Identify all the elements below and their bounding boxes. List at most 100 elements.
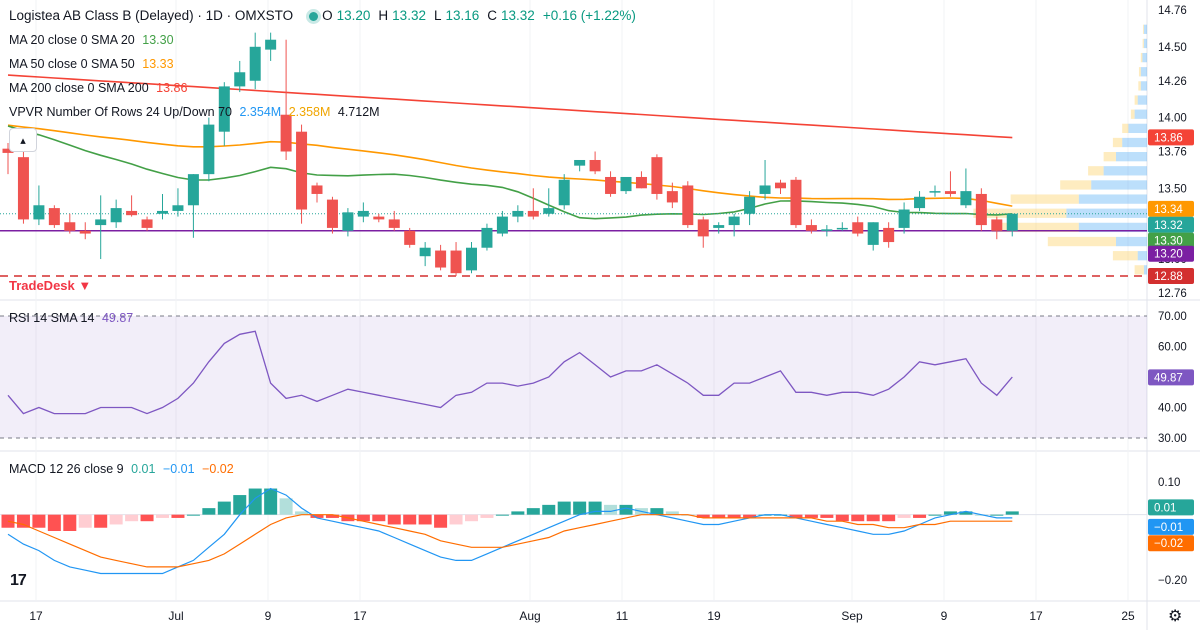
macd-histogram-bar (310, 514, 324, 518)
legend-rsi[interactable]: RSI 14 SMA 14 49.87 (9, 311, 134, 325)
macd-histogram-bar (665, 511, 679, 515)
rsi-value-label: 49.87 (1154, 372, 1183, 384)
vpvr-down-bar (973, 208, 1067, 218)
candle-body (141, 219, 153, 228)
macd-histogram-bar (171, 514, 185, 518)
vpvr-up-bar (1143, 38, 1147, 49)
ma50-price-label-bg (1148, 200, 1194, 217)
price-change: +0.16 (+1.22%) (542, 8, 636, 23)
candle-body (388, 219, 400, 228)
candle-body (157, 210, 168, 214)
vpvr-up-bar (1116, 152, 1147, 162)
tradingview-logo-icon[interactable]: 17 (10, 572, 27, 589)
vpvr-up-bar (1134, 109, 1147, 119)
candle-body (172, 205, 184, 211)
candle-body (512, 210, 524, 217)
candle-body (543, 208, 555, 214)
rsi-axis-tick: 30.00 (1158, 433, 1187, 445)
macd-histogram-bar (1005, 511, 1019, 515)
candle-body (203, 124, 215, 175)
candle-body (713, 225, 725, 228)
macd-histogram-bar (990, 514, 1004, 516)
candle-body (311, 185, 323, 194)
vpvr-up-bar (1128, 123, 1147, 134)
macd-value-label-bg (1148, 518, 1194, 535)
chevron-up-icon: ▴ (20, 134, 26, 147)
candle-body (419, 247, 431, 257)
macd-histogram-bar (882, 514, 896, 522)
macd-histogram-bar (387, 514, 401, 525)
legend-ma50[interactable]: MA 50 close 0 SMA 50 13.33 (9, 57, 174, 71)
time-axis-tick: 9 (265, 609, 272, 623)
vpvr-down-bar (1103, 152, 1116, 162)
candle-body (79, 230, 91, 234)
vpvr-up-bar (1122, 137, 1147, 148)
collapse-legend-button[interactable]: ▴ (9, 128, 37, 152)
legend-ma200[interactable]: MA 200 close 0 SMA 200 13.86 (9, 81, 188, 95)
macd-histogram-bar (94, 514, 108, 528)
last-price-label: 13.32 (1154, 220, 1183, 232)
candle-body (450, 250, 462, 274)
candle-body (759, 185, 771, 194)
macd-histogram-bar (804, 514, 818, 518)
candle-body (218, 86, 230, 132)
vpvr-down-bar (1130, 109, 1135, 119)
macd-histogram-bar (217, 501, 231, 515)
candle-body (435, 250, 447, 268)
ma20-line (7, 125, 1013, 220)
candle-body (1006, 213, 1018, 231)
candle-body (574, 159, 586, 166)
time-axis-tick: 17 (29, 609, 43, 623)
signal-value-label-bg (1148, 535, 1194, 552)
macd-histogram-bar (356, 514, 370, 522)
price-axis-tick: 14.76 (1158, 5, 1187, 17)
macd-histogram-bar (325, 514, 339, 518)
ma50-price-label: 13.34 (1154, 204, 1183, 216)
vpvr-up-bar (1091, 180, 1147, 190)
macd-histogram-bar (820, 514, 834, 518)
legend-vpvr[interactable]: VPVR Number Of Rows 24 Up/Down 70 2.354M… (9, 105, 380, 119)
candle-body (17, 157, 29, 220)
last-price-label-bg (1148, 216, 1194, 233)
macd-histogram-bar (913, 514, 927, 518)
macd-histogram-bar (78, 514, 92, 528)
candle-body (605, 176, 617, 194)
gear-icon[interactable]: ⚙ (1168, 608, 1183, 625)
rsi-axis-tick: 60.00 (1158, 342, 1187, 354)
macd-histogram-bar (526, 508, 540, 515)
macd-histogram-bar (495, 514, 509, 516)
vpvr-down-bar (1134, 265, 1144, 275)
vpvr-down-bar (1134, 95, 1138, 105)
ohlc-open: O 13.20 (322, 8, 371, 23)
legend-ma20[interactable]: MA 20 close 0 SMA 20 13.30 (9, 33, 174, 47)
legend-macd[interactable]: MACD 12 26 close 9 0.01 −0.01 −0.02 (9, 462, 234, 476)
candle-body (558, 179, 570, 206)
vpvr-up-bar (1143, 24, 1147, 34)
macd-histogram-bar (928, 514, 942, 516)
ma200-price-label: 13.86 (1154, 132, 1183, 144)
chart-header: Logistea AB Class B (Delayed) · 1D · OMX… (9, 8, 640, 24)
candle-body (775, 182, 786, 189)
macd-histogram-bar (465, 514, 478, 522)
price-axis-tick: 13.50 (1158, 183, 1187, 195)
macd-histogram-bar (480, 514, 494, 518)
candle-body (852, 222, 864, 234)
triangle-down-icon: ▼ (78, 278, 92, 293)
macd-axis-tick: 0.10 (1158, 477, 1180, 489)
macd-histogram-bar (604, 504, 618, 515)
candle-body (342, 212, 354, 231)
macd-value-label: −0.01 (1154, 522, 1183, 534)
macd-hist-label: 0.01 (1154, 502, 1176, 514)
candle-body (589, 159, 601, 172)
poc-price-label-bg (1148, 245, 1194, 262)
signal-line (7, 514, 1013, 568)
candle-body (960, 191, 972, 206)
price-axis-tick: 12.76 (1158, 288, 1187, 300)
ohlc-close: C 13.32 (487, 8, 535, 23)
vpvr-down-bar (1047, 236, 1116, 247)
candle-body (697, 219, 709, 237)
price-axis-tick: 13.76 (1158, 147, 1187, 159)
candle-body (404, 230, 416, 245)
rsi-axis-tick: 40.00 (1158, 403, 1187, 415)
